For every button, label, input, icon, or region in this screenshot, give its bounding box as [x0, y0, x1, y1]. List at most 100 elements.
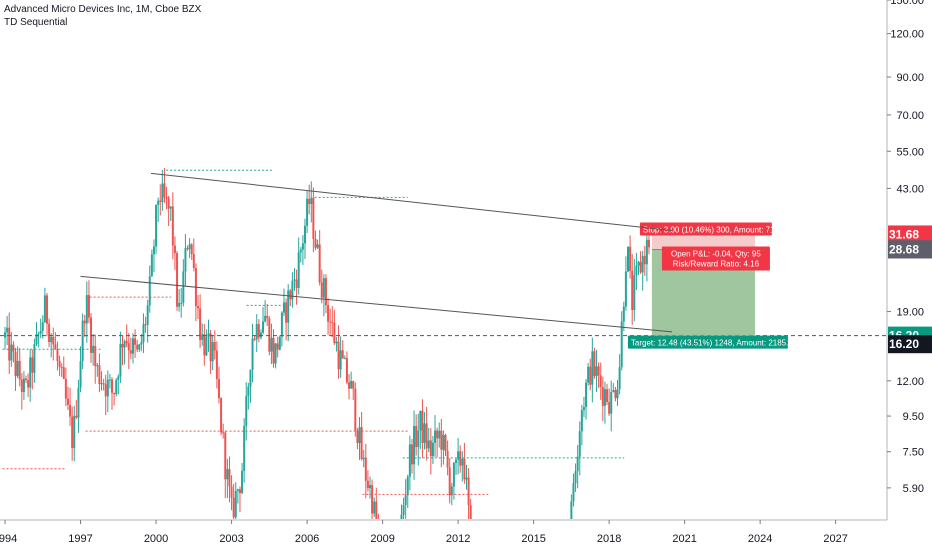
candle-body: [203, 334, 206, 356]
time-tick-label: 2024: [748, 533, 772, 545]
candle-body: [238, 489, 241, 494]
price-axis-bg[interactable]: [887, 0, 932, 550]
candle-body: [312, 197, 315, 239]
time-tick-label: 2027: [823, 533, 847, 545]
candle-body: [318, 244, 321, 283]
candle-body: [39, 330, 42, 334]
trendline[interactable]: [80, 275, 673, 333]
time-tick-label: 2021: [672, 533, 696, 545]
candle-body: [316, 244, 319, 248]
price-tick-label: 19.00: [896, 307, 924, 319]
price-tick-label: 9.50: [903, 411, 924, 423]
candle-body: [639, 261, 642, 273]
candle-body: [119, 343, 122, 377]
trendline[interactable]: [150, 172, 673, 232]
stop-label[interactable]: Stop: 3.00 (10.46%) 300, Amount: 715: [639, 222, 780, 236]
candle-body: [201, 334, 204, 340]
candle-body: [92, 345, 95, 353]
candle-body: [226, 469, 229, 480]
candle-body: [224, 432, 227, 480]
candle-body: [647, 239, 650, 248]
target-label[interactable]: Target: 12.48 (43.51%) 1248, Amount: 218…: [627, 335, 793, 349]
pnl-label-bg: [661, 246, 770, 271]
candle-body: [578, 431, 581, 457]
candle-body: [64, 378, 67, 399]
candle-body: [627, 246, 630, 272]
candle-body: [190, 244, 193, 254]
candle-body: [637, 261, 640, 266]
candle-body: [448, 467, 451, 496]
candle-body: [8, 327, 11, 361]
candle-body: [134, 338, 137, 345]
candle-body: [402, 505, 405, 515]
price-label: 28.68: [888, 240, 932, 259]
candle-body: [205, 336, 208, 356]
candle-body: [184, 248, 187, 272]
price-tick-label: 7.50: [903, 447, 924, 459]
candle-body: [217, 378, 220, 399]
candle-body: [335, 341, 338, 344]
candle-body: [364, 457, 367, 481]
candle-body: [81, 320, 84, 362]
candle-body: [31, 357, 34, 373]
candle-body: [337, 341, 340, 370]
candle-body: [220, 398, 223, 433]
candle-body: [572, 483, 575, 502]
price-tick-label: 150.00: [890, 0, 924, 7]
candle-body: [322, 278, 325, 298]
candle-body: [452, 462, 455, 487]
time-tick-label: 2000: [144, 533, 168, 545]
candle-body: [264, 315, 267, 322]
time-axis-bg[interactable]: [0, 520, 932, 550]
candle-body: [129, 350, 132, 354]
candle-body: [629, 246, 632, 271]
price-label: 31.68: [888, 225, 932, 244]
candle-body: [438, 430, 441, 439]
candle-body: [83, 320, 86, 324]
indicator-name[interactable]: TD Sequential: [4, 17, 68, 28]
candle-body: [280, 312, 283, 337]
candle-body: [421, 410, 424, 443]
candle-body: [354, 388, 357, 431]
candle-body: [601, 386, 604, 406]
price-label-bg: [888, 240, 932, 259]
candle-body: [41, 322, 44, 331]
candle-body: [182, 271, 185, 303]
candle-body: [333, 322, 336, 344]
candle-body: [404, 495, 407, 506]
candle-body: [406, 476, 409, 496]
candle-body: [593, 351, 596, 376]
candle-body: [10, 344, 13, 361]
candle-body: [599, 375, 602, 387]
candle-body: [79, 361, 82, 388]
candle-body: [291, 280, 294, 300]
stop-loss-zone[interactable]: [651, 234, 756, 250]
candle-body: [434, 430, 437, 443]
candle-body: [624, 271, 627, 307]
candle-body: [144, 324, 147, 326]
candle-body: [77, 387, 80, 418]
candle-body: [73, 415, 76, 449]
candle-body: [52, 336, 55, 345]
candle-body: [591, 351, 594, 385]
candle-body: [262, 321, 265, 333]
candle-body: [4, 332, 7, 338]
candle-body: [37, 333, 40, 335]
candle-body: [350, 381, 353, 389]
candle-body: [285, 302, 288, 323]
candle-body: [199, 308, 202, 340]
trendlines-layer[interactable]: [80, 172, 673, 333]
candle-body: [6, 327, 9, 333]
candle-body: [245, 395, 248, 426]
position-layer[interactable]: Stop: 3.00 (10.46%) 300, Amount: 715 Targ…: [627, 222, 793, 349]
candle-body: [253, 338, 256, 340]
candle-body: [373, 501, 376, 514]
candle-body: [48, 323, 51, 343]
candle-body: [431, 442, 434, 457]
candle-body: [465, 477, 468, 480]
